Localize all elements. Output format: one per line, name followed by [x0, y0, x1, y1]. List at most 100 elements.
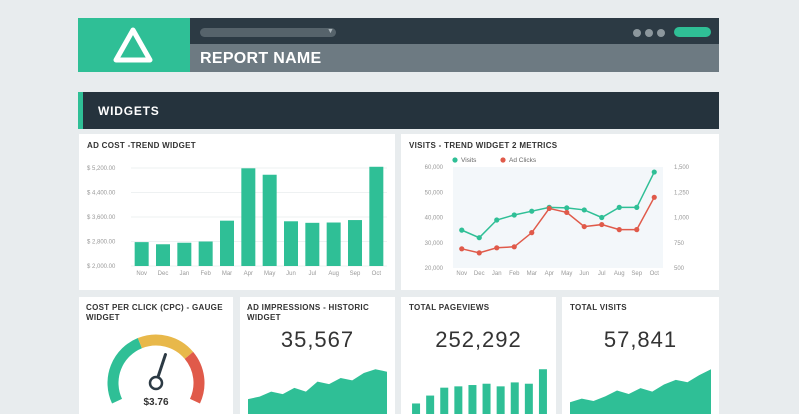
visits-widget[interactable]: VISITS - TREND WIDGET 2 METRICS 60,000 50… [401, 134, 719, 290]
action-pill-button[interactable] [674, 27, 711, 37]
x-tick-label: Feb [509, 271, 520, 277]
data-point [651, 169, 657, 175]
data-point [616, 227, 622, 233]
gauge-segment [107, 338, 143, 404]
data-point [511, 212, 517, 218]
x-tick-label: Jan [179, 271, 189, 277]
series-line [461, 171, 655, 239]
total-visits-widget[interactable]: TOTAL VISITS 57,841 [562, 297, 719, 414]
x-tick-label: Jul [598, 271, 606, 277]
x-tick-label: Jul [308, 271, 316, 277]
x-tick-label: Sep [350, 271, 361, 277]
x-tick-label: Jun [286, 271, 296, 277]
bar [524, 383, 533, 414]
data-point [599, 221, 605, 228]
x-tick-label: Apr [244, 271, 253, 277]
y-tick-label: $ 2,000.00 [87, 264, 116, 270]
data-point [459, 246, 465, 252]
data-point [634, 204, 640, 210]
bar [198, 241, 213, 266]
data-point [634, 227, 640, 233]
cpc-gauge [107, 334, 205, 404]
data-point [494, 245, 500, 251]
widget-title: AD IMPRESSIONS - HISTORIC WIDGET [247, 303, 370, 322]
x-tick-label: Sep [631, 271, 642, 277]
area-fill [570, 369, 711, 414]
bar [134, 242, 149, 266]
banner-accent [78, 92, 83, 129]
x-tick-label: May [561, 271, 572, 277]
widget-title: AD COST -TREND WIDGET [87, 141, 196, 150]
data-point [494, 217, 500, 223]
plot-area [453, 167, 663, 268]
x-tick-label: Mar [527, 271, 537, 277]
data-point [616, 204, 622, 210]
total-visits-value: 57,841 [603, 327, 678, 352]
bar [305, 222, 320, 266]
bar [454, 386, 463, 414]
logo-panel [78, 18, 190, 72]
right-y-tick-label: 1,250 [674, 190, 690, 196]
dropdown-arrow-icon[interactable]: ▼ [327, 28, 334, 35]
x-tick-label: Dec [158, 271, 169, 277]
data-point [564, 205, 570, 211]
total-visits-area-chart [570, 369, 711, 414]
x-tick-label: Mar [222, 271, 232, 277]
visits-line-chart: 60,000 50,000 40,000 30,000 20,000 1,500 1,250… [425, 157, 690, 277]
left-y-tick-label: 60,000 [425, 165, 444, 171]
bar [262, 174, 277, 266]
y-tick-label: $ 5,200.00 [87, 166, 116, 172]
x-tick-label: Dec [474, 271, 485, 277]
right-y-tick-label: 1,500 [674, 165, 690, 171]
impressions-widget[interactable]: AD IMPRESSIONS - HISTORIC WIDGET 35,567 [240, 297, 395, 414]
ad-cost-widget[interactable]: AD COST -TREND WIDGET $ 5,200.00 $ 4,400.… [79, 134, 395, 290]
gauge-value: $3.76 [143, 397, 169, 408]
address-bar[interactable] [200, 28, 336, 37]
x-tick-label: Jan [492, 271, 502, 277]
window-dot-icon[interactable] [633, 29, 641, 37]
bar [241, 168, 256, 266]
data-point [564, 209, 570, 216]
window-dot-icon[interactable] [645, 29, 653, 37]
bar [284, 221, 298, 266]
impressions-value: 35,567 [280, 327, 355, 352]
pageviews-widget[interactable]: TOTAL PAGEVIEWS 252,292 [401, 297, 556, 414]
widgets-banner [83, 92, 719, 129]
bar [412, 403, 421, 414]
data-point [511, 244, 517, 250]
bar [482, 383, 491, 414]
gauge-hub [148, 375, 164, 391]
bar [538, 369, 547, 414]
bar [426, 395, 435, 414]
triangle-logo-icon [113, 27, 153, 63]
data-point [599, 214, 605, 221]
bar [468, 385, 477, 414]
bar [440, 387, 449, 414]
x-tick-label: Oct [650, 271, 660, 277]
left-y-tick-label: 30,000 [425, 241, 444, 247]
report-title: REPORT NAME [200, 50, 322, 67]
cpc-gauge-widget[interactable]: COST PER CLICK (CPC) - GAUGE WIDGET $3.7… [79, 297, 233, 414]
x-tick-label: Feb [200, 271, 211, 277]
bar [348, 220, 362, 266]
bar [326, 222, 341, 266]
window-dot-icon[interactable] [657, 29, 665, 37]
left-y-tick-label: 20,000 [425, 266, 444, 272]
data-point [459, 227, 465, 233]
right-y-tick-label: 750 [674, 241, 685, 247]
y-tick-label: $ 3,600.00 [87, 215, 116, 221]
x-tick-label: Aug [614, 271, 625, 277]
bar [369, 166, 384, 266]
x-tick-label: May [264, 271, 275, 277]
legend-label: Visits [461, 157, 477, 164]
data-point [476, 235, 482, 241]
report-name-bar [190, 44, 719, 72]
legend-label: Ad Clicks [509, 157, 537, 164]
data-point [581, 223, 587, 230]
legend-marker [452, 157, 458, 163]
pageviews-bar-chart [412, 369, 547, 414]
data-point [529, 208, 535, 214]
bar [177, 242, 192, 266]
impressions-area-chart [248, 369, 387, 414]
right-y-tick-label: 500 [674, 266, 685, 272]
